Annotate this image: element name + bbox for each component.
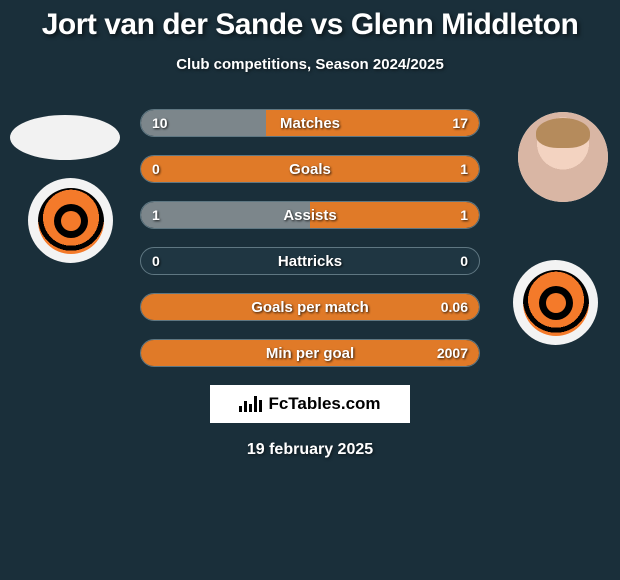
club-badge-right <box>513 260 598 345</box>
bar-left-fill <box>141 202 310 228</box>
player-left-portrait <box>10 115 120 160</box>
bar-right-fill <box>141 340 479 366</box>
bar-track <box>140 155 480 183</box>
stat-row: Hattricks00 <box>140 247 480 275</box>
bar-right-fill <box>141 294 479 320</box>
bar-right-fill <box>310 202 479 228</box>
bars-icon <box>239 396 262 412</box>
stat-row: Goals per match0.06 <box>140 293 480 321</box>
date-text: 19 february 2025 <box>0 441 620 459</box>
brand-text: FcTables.com <box>268 394 380 414</box>
bar-track <box>140 293 480 321</box>
bar-track <box>140 339 480 367</box>
bar-track <box>140 247 480 275</box>
bar-right-fill <box>266 110 479 136</box>
bar-right-fill <box>141 156 479 182</box>
bar-track <box>140 109 480 137</box>
stat-row: Matches1017 <box>140 109 480 137</box>
brand-box: FcTables.com <box>210 385 410 423</box>
stat-row: Min per goal2007 <box>140 339 480 367</box>
bar-left-fill <box>141 110 266 136</box>
stat-row: Assists11 <box>140 201 480 229</box>
subtitle: Club competitions, Season 2024/2025 <box>0 42 620 73</box>
stat-row: Goals01 <box>140 155 480 183</box>
club-badge-left <box>28 178 113 263</box>
player-right-portrait <box>518 112 608 202</box>
bar-track <box>140 201 480 229</box>
page-title: Jort van der Sande vs Glenn Middleton <box>0 0 620 42</box>
